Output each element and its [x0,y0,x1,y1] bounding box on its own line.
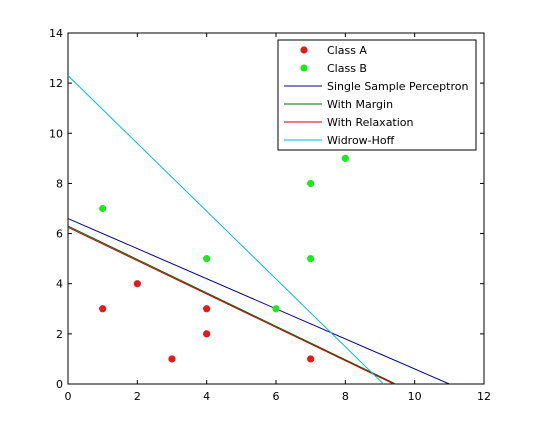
data-point-class-b [203,255,211,263]
axis-ticks: 0 2 4 6 8 10 12 0 2 4 6 8 10 12 14 [49,27,491,403]
data-point-class-a [203,305,211,313]
series-line-single-sample-perceptron [67,218,450,385]
data-point-class-a [307,355,315,363]
legend-marker [300,64,308,72]
data-point-class-a [99,305,107,313]
data-point-class-b [272,305,280,313]
legend-box [277,39,477,151]
y-tick-label: 10 [49,127,63,140]
y-tick-label: 14 [49,27,63,40]
y-tick-label: 6 [56,228,63,241]
data-point-class-a [203,330,211,338]
y-tick-label: 12 [49,77,63,90]
data-point-class-b [99,204,107,213]
data-point-class-b [307,255,315,263]
y-tick-label: 8 [56,177,63,190]
series-line-with-margin [67,225,396,385]
legend-label: Single Sample Perceptron [327,80,468,93]
x-tick-label: 12 [477,390,491,403]
data-point-class-b [307,179,315,188]
x-tick-label: 2 [134,390,141,403]
legend-label: With Relaxation [327,116,414,129]
legend-label: Widrow-Hoff [327,134,395,147]
data-point-class-a [168,355,176,363]
y-tick-label: 4 [56,278,63,291]
x-tick-label: 0 [65,390,72,403]
series-line-with-relaxation [67,226,395,385]
x-tick-label: 10 [408,390,422,403]
x-tick-label: 6 [273,390,280,403]
legend: Class A Class B Single Sample Perceptron Wi… [277,39,477,151]
chart-marks [67,75,450,385]
series-line-widrow-hoff [67,75,384,385]
legend-label: Class B [327,62,367,75]
x-tick-label: 4 [203,390,210,403]
data-point-class-b [341,154,349,162]
legend-label: Class A [327,44,367,57]
data-point-class-a [133,280,141,288]
legend-marker [300,46,308,54]
legend-label: With Margin [327,98,393,111]
y-tick-label: 0 [56,378,63,391]
y-tick-label: 2 [56,328,63,341]
x-tick-label: 8 [342,390,349,403]
